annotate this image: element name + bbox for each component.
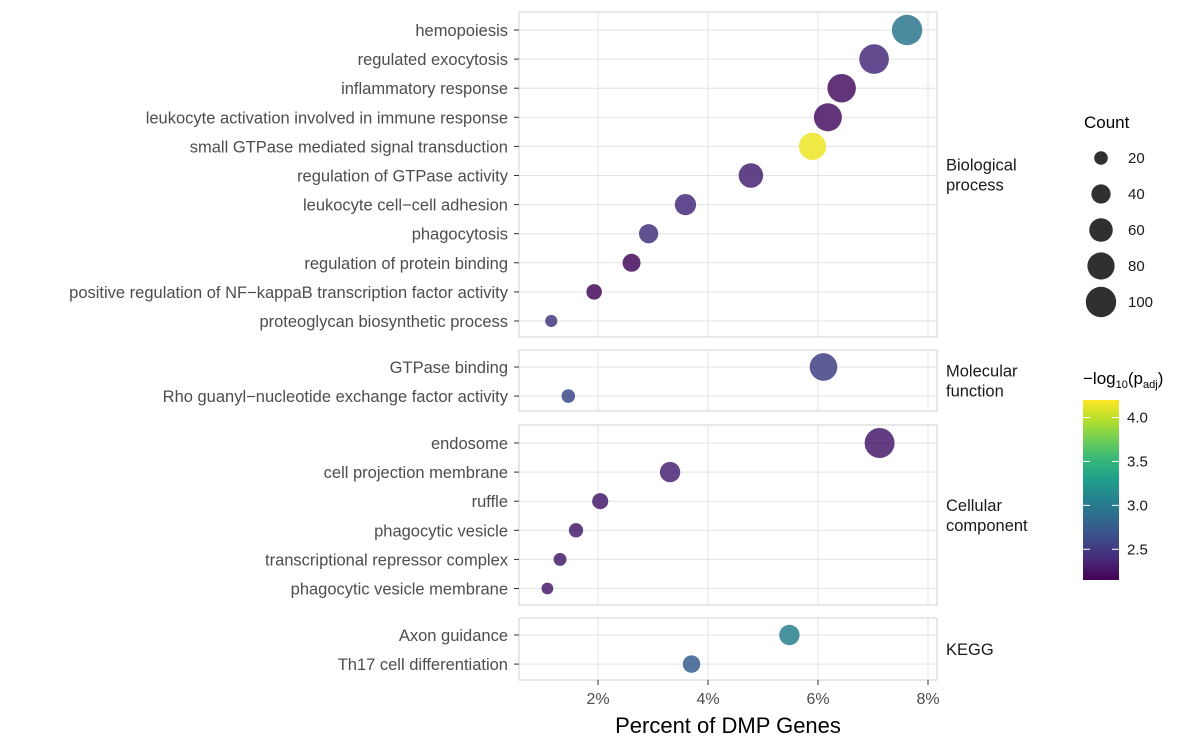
data-point xyxy=(779,624,800,646)
facet-panel: hemopoiesis regulated exocytosis inflammat… xyxy=(69,11,1017,338)
term-label: positive regulation of NF−kappaB transcr… xyxy=(69,284,509,302)
term-label: phagocytic vesicle membrane xyxy=(291,581,508,599)
term-label: endosome xyxy=(431,435,508,453)
data-point xyxy=(568,523,584,538)
facet-strip-label: Cellular xyxy=(946,497,1002,515)
data-point xyxy=(813,103,842,132)
data-point xyxy=(798,132,827,160)
data-point xyxy=(592,493,609,510)
size-legend-key xyxy=(1089,218,1113,242)
data-point xyxy=(827,73,856,103)
term-label: leukocyte cell−cell adhesion xyxy=(303,197,508,215)
term-label: phagocytosis xyxy=(412,226,508,244)
facet-panels: hemopoiesis regulated exocytosis inflammat… xyxy=(69,11,1028,681)
term-label: ruffle xyxy=(472,493,508,511)
size-legend-label: 100 xyxy=(1128,294,1153,311)
term-label: GTPase binding xyxy=(390,359,508,377)
data-point xyxy=(586,284,602,300)
facet-strip-label: function xyxy=(946,383,1004,401)
term-label: hemopoiesis xyxy=(415,22,508,40)
data-point xyxy=(638,224,659,244)
size-legend: Count 20 40 60 80 100 xyxy=(1084,113,1153,318)
term-label: transcriptional repressor complex xyxy=(265,551,509,569)
data-point xyxy=(738,163,764,188)
data-point xyxy=(809,353,838,381)
size-legend-key xyxy=(1087,252,1115,280)
panel-background xyxy=(518,617,938,681)
term-label: Rho guanyl−nucleotide exchange factor ac… xyxy=(163,388,509,406)
color-legend-label: 2.5 xyxy=(1127,541,1148,558)
size-legend-key xyxy=(1085,286,1117,318)
size-legend-label: 60 xyxy=(1128,222,1145,239)
facet-panel: endosome cell projection membrane ruffle ph… xyxy=(265,424,1028,606)
facet-panel: GTPase binding Rho guanyl−nucleotide exch… xyxy=(163,349,1018,412)
x-tick-label: 4% xyxy=(696,691,719,708)
term-label: leukocyte activation involved in immune … xyxy=(146,109,508,127)
term-label: inflammatory response xyxy=(341,80,508,98)
color-legend: −log10(padj) 2.5 3.0 3.5 4.0 xyxy=(1083,369,1163,580)
size-legend-key xyxy=(1094,151,1108,165)
term-label: regulation of GTPase activity xyxy=(297,168,509,186)
panel-background xyxy=(518,349,938,412)
size-legend-label: 80 xyxy=(1128,258,1145,275)
x-tick-label: 6% xyxy=(806,691,829,708)
term-label: regulated exocytosis xyxy=(358,51,508,69)
color-legend-label: 3.0 xyxy=(1127,497,1148,514)
x-axis: 2% 4% 6% 8% xyxy=(586,680,940,708)
term-label: phagocytic vesicle xyxy=(374,522,508,540)
data-point xyxy=(622,253,641,272)
data-point xyxy=(561,389,576,403)
facet-strip-label: component xyxy=(946,517,1028,535)
data-point xyxy=(864,428,895,458)
data-point xyxy=(541,582,554,595)
term-label: small GTPase mediated signal transductio… xyxy=(190,138,508,156)
data-point xyxy=(682,655,701,673)
data-point xyxy=(891,14,923,46)
term-label: proteoglycan biosynthetic process xyxy=(259,313,508,331)
facet-panel: Axon guidance Th17 cell differentiation KE… xyxy=(338,617,994,681)
data-point xyxy=(545,314,558,328)
x-axis-title: Percent of DMP Genes xyxy=(615,713,841,738)
facet-strip-label: Molecular xyxy=(946,363,1018,381)
size-legend-label: 20 xyxy=(1128,150,1145,167)
data-point xyxy=(553,552,567,566)
facet-strip-label: process xyxy=(946,177,1004,195)
size-legend-label: 40 xyxy=(1128,186,1145,203)
color-legend-bar xyxy=(1083,400,1119,580)
term-label: Th17 cell differentiation xyxy=(338,656,508,674)
facet-strip-label: Biological xyxy=(946,157,1017,175)
color-legend-label: 3.5 xyxy=(1127,453,1148,470)
term-label: regulation of protein binding xyxy=(304,255,508,273)
panel-background xyxy=(518,424,938,606)
size-legend-key xyxy=(1091,184,1111,204)
term-label: Axon guidance xyxy=(399,627,508,645)
size-legend-title: Count xyxy=(1084,113,1130,132)
term-label: cell projection membrane xyxy=(324,464,508,482)
x-tick-label: 2% xyxy=(586,691,609,708)
facet-strip-label: KEGG xyxy=(946,641,994,659)
color-legend-label: 4.0 xyxy=(1127,410,1148,427)
data-point xyxy=(859,44,889,74)
data-point xyxy=(674,193,697,216)
data-point xyxy=(659,461,681,483)
color-legend-title: −log10(padj) xyxy=(1083,369,1163,391)
x-tick-label: 8% xyxy=(916,691,939,708)
